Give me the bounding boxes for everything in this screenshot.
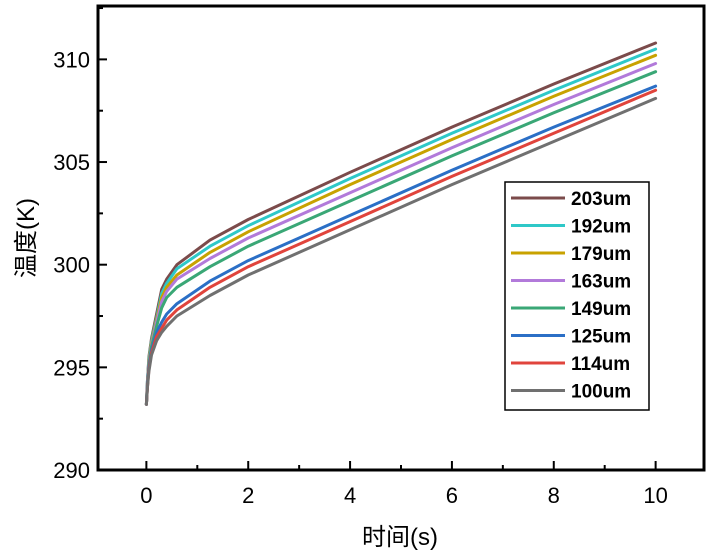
x-tick-label: 10 — [643, 483, 667, 508]
y-tick-label: 290 — [53, 458, 90, 483]
legend-label: 192um — [571, 217, 631, 238]
legend-label: 125um — [571, 327, 631, 348]
x-tick-label: 2 — [242, 483, 254, 508]
series-line-100um — [144, 96, 658, 406]
y-axis-title: 温度(K) — [13, 198, 40, 278]
y-tick-label: 305 — [53, 150, 90, 175]
x-tick-label: 0 — [140, 483, 152, 508]
plot-frame — [96, 4, 706, 472]
legend-label: 163um — [571, 272, 631, 293]
axis-ticks: 0 2 4 6 8 10 290 295 300 305 310 — [53, 7, 668, 508]
x-tick-label: 6 — [446, 483, 458, 508]
x-axis-title: 时间(s) — [362, 524, 438, 551]
legend-box — [504, 181, 650, 411]
x-tick-label: 8 — [548, 483, 560, 508]
y-tick-label: 295 — [53, 355, 90, 380]
legend-label: 149um — [571, 299, 631, 320]
y-tick-label: 300 — [53, 253, 90, 278]
y-tick-label: 310 — [53, 47, 90, 72]
plot-marks — [144, 41, 658, 406]
legend-label: 100um — [571, 382, 631, 403]
legend-label: 114um — [571, 354, 630, 375]
legend-label: 179um — [571, 244, 631, 265]
legend: 203um 192um 179um 163um 149um 125um 114um 100um — [504, 181, 650, 411]
x-tick-label: 4 — [344, 483, 356, 508]
legend-label: 203um — [571, 189, 631, 210]
